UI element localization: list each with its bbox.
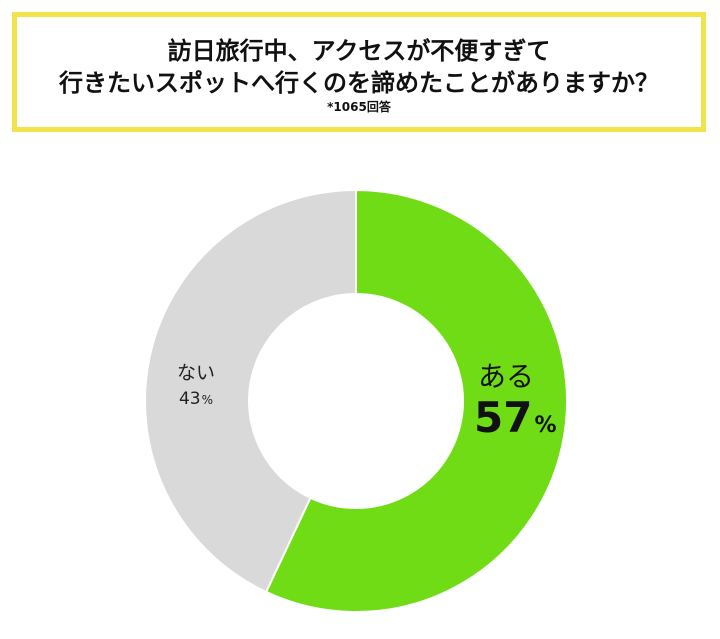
slice-unit-aru: % bbox=[534, 413, 556, 438]
slice-label-nai-value: 43% bbox=[179, 389, 213, 409]
slice-unit-nai: % bbox=[202, 393, 213, 407]
donut-slices bbox=[144, 188, 568, 613]
slice-label-aru-name: ある bbox=[478, 360, 534, 393]
slice-label-aru: ある 57% bbox=[474, 360, 557, 442]
slice-value-aru: 57 bbox=[474, 393, 532, 442]
chart-subtitle: *1065回答 bbox=[327, 100, 391, 114]
slice-label-nai: ない 43% bbox=[177, 362, 215, 409]
chart-title-line-2: 行きたいスポットへ行くのを諦めたことがありますか？ bbox=[59, 69, 659, 97]
chart-title-line-1: 訪日旅行中、アクセスが不便すぎて bbox=[167, 37, 551, 65]
slice-label-aru-value: 57% bbox=[474, 393, 557, 442]
slice-value-nai: 43 bbox=[179, 389, 201, 409]
title-box: 訪日旅行中、アクセスが不便すぎて 行きたいスポットへ行くのを諦めたことがあります… bbox=[12, 12, 706, 132]
slice-label-nai-name: ない bbox=[177, 362, 215, 384]
donut-slice-nai bbox=[144, 188, 357, 594]
donut-slice-aru bbox=[264, 188, 568, 613]
